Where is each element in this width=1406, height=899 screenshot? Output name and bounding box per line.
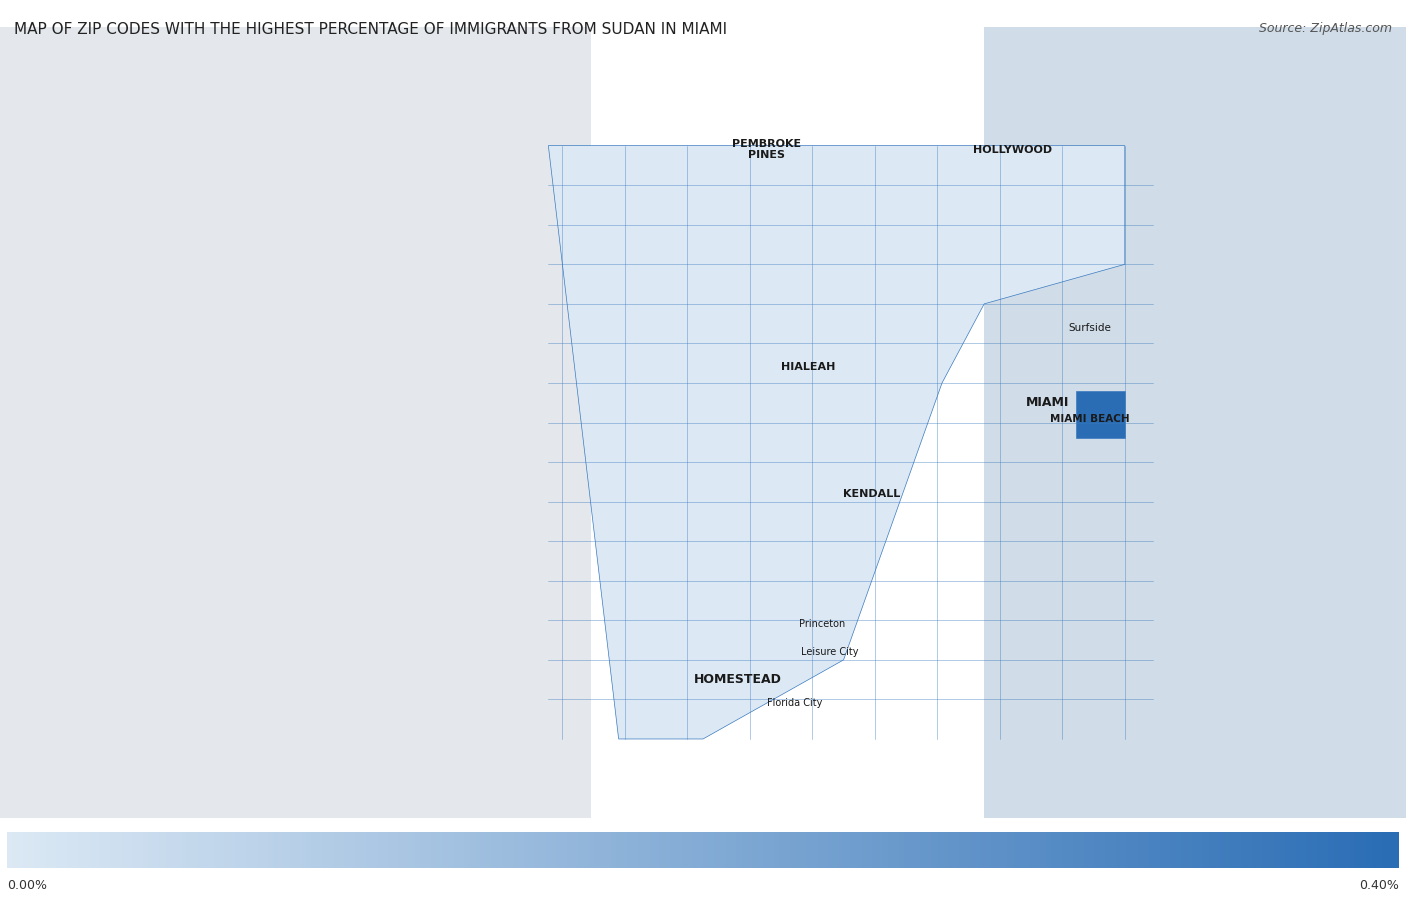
Text: Leisure City: Leisure City <box>801 647 858 657</box>
Text: MIAMI: MIAMI <box>1026 396 1069 409</box>
Text: PEMBROKE
PINES: PEMBROKE PINES <box>731 138 801 160</box>
Text: Princeton: Princeton <box>800 619 845 629</box>
Text: KENDALL: KENDALL <box>844 489 900 499</box>
FancyBboxPatch shape <box>984 27 1406 818</box>
Text: HOLLYWOOD: HOLLYWOOD <box>973 145 1052 155</box>
Text: MAP OF ZIP CODES WITH THE HIGHEST PERCENTAGE OF IMMIGRANTS FROM SUDAN IN MIAMI: MAP OF ZIP CODES WITH THE HIGHEST PERCEN… <box>14 22 727 38</box>
Text: Surfside: Surfside <box>1069 323 1111 333</box>
Text: HIALEAH: HIALEAH <box>782 362 835 372</box>
Text: MIAMI BEACH: MIAMI BEACH <box>1050 414 1129 423</box>
FancyBboxPatch shape <box>0 27 591 818</box>
Text: 0.40%: 0.40% <box>1360 879 1399 892</box>
Polygon shape <box>1076 391 1125 439</box>
Text: HOMESTEAD: HOMESTEAD <box>695 673 782 686</box>
Polygon shape <box>548 146 1125 739</box>
Text: 0.00%: 0.00% <box>7 879 46 892</box>
Text: Source: ZipAtlas.com: Source: ZipAtlas.com <box>1258 22 1392 35</box>
Text: Florida City: Florida City <box>766 699 823 708</box>
